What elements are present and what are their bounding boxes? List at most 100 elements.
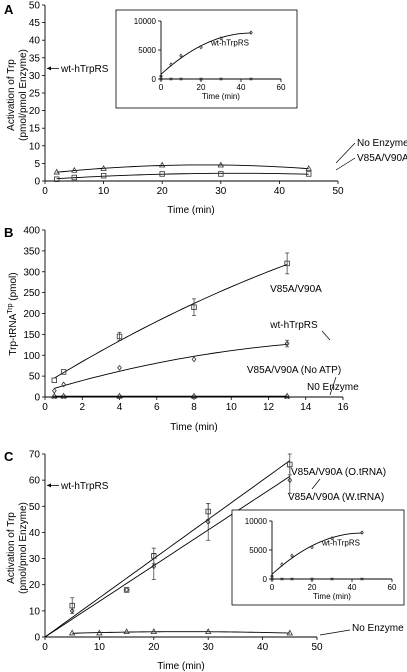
data-point [116, 333, 123, 340]
y-tick-label: 0 [34, 177, 40, 188]
y-tick-label: 5000 [249, 546, 267, 555]
data-point [280, 562, 284, 567]
offscale-label: wt-hTrpRS [60, 64, 109, 75]
series-line [271, 532, 363, 575]
x-tick-label: 16 [337, 402, 349, 413]
data-point [330, 577, 334, 581]
data-point [249, 30, 253, 35]
y-axis-label-line: (pmol/pmol Enzyme) [18, 502, 29, 594]
x-tick-label: 40 [348, 583, 357, 592]
data-point [280, 577, 284, 581]
data-point [191, 356, 197, 363]
series-label-wt: wt-hTrpRS [269, 320, 318, 331]
series-label-w-trna: V85A/V90A (W.tRNA) [288, 492, 384, 503]
inset-frame [115, 9, 298, 109]
inset-frame [231, 509, 405, 606]
label-leader [321, 330, 331, 341]
y-axis-label-line: Activation of Trp [6, 512, 17, 584]
x-tick-label: 20 [197, 83, 206, 92]
data-point [287, 477, 293, 484]
x-tick-label: 10 [94, 642, 106, 653]
data-point [100, 173, 107, 179]
series-line [54, 343, 288, 389]
data-point [159, 73, 163, 79]
panel-label-c: C [4, 449, 14, 464]
data-point [54, 176, 60, 182]
y-tick-label: 0 [34, 393, 40, 404]
data-point [68, 629, 76, 636]
y-tick-label: 10 [29, 141, 41, 152]
data-point [330, 536, 334, 541]
data-point [249, 77, 253, 81]
inset-x-label: Time (min) [202, 92, 240, 101]
data-point [305, 165, 312, 171]
y-tick-label: 15 [29, 124, 41, 135]
y-axis-label-line: (pmol/pmol Enzyme) [18, 49, 29, 141]
series-label-no-enzyme: No Enzyme [352, 623, 404, 634]
y-tick-label: 25 [29, 89, 41, 100]
y-axis-label-sup: Trp [7, 303, 14, 313]
offscale-label: wt-hTrpRS [60, 481, 109, 492]
data-point [219, 36, 223, 41]
x-tick-label: 60 [277, 83, 286, 92]
y-tick-label: 30 [29, 554, 41, 565]
x-tick-label: 30 [215, 186, 227, 197]
panel-c: C 0 10 20 30 40 50 0 10 20 30 40 50 60 70 Time (min) Act… [4, 449, 405, 672]
y-tick-label: 40 [29, 528, 41, 539]
y-tick-label: 70 [29, 450, 41, 461]
data-point [290, 577, 294, 581]
y-tick-label: 50 [29, 1, 41, 12]
x-tick-label: 4 [117, 402, 123, 413]
data-point [96, 629, 103, 636]
data-point [286, 629, 294, 636]
data-point [60, 369, 67, 375]
y-axis-label-line: Activation of Trp [6, 59, 17, 131]
label-leader [335, 142, 356, 164]
series-line [56, 172, 309, 180]
data-point [204, 628, 212, 635]
y-tick-label: 20 [29, 580, 41, 591]
panel-a: A 0 10 20 30 40 50 0 5 10 15 20 25 30 35 40 45 50 Time (mi… [4, 1, 407, 217]
x-tick-label: 2 [79, 402, 85, 413]
y-tick-label: 30 [29, 71, 41, 82]
data-point [179, 77, 183, 81]
x-tick-label: 50 [311, 642, 323, 653]
data-point [151, 563, 157, 570]
x-tick-label: 0 [42, 642, 48, 653]
data-point [310, 544, 314, 550]
x-tick-label: 30 [203, 642, 215, 653]
y-tick-label: 350 [23, 246, 40, 257]
x-tick-label: 40 [237, 83, 246, 92]
data-point [51, 377, 58, 383]
series-label-no-atp: V85A/V90A (No ATP) [247, 365, 341, 376]
data-point [205, 519, 211, 525]
data-point [218, 171, 224, 177]
y-tick-label: 150 [23, 330, 40, 341]
y-tick-label: 0 [152, 75, 157, 84]
data-point [191, 394, 197, 400]
x-tick-label: 20 [148, 642, 160, 653]
data-point [61, 394, 66, 400]
x-tick-label: 0 [270, 583, 275, 592]
y-tick-label: 60 [29, 476, 41, 487]
y-tick-label: 10000 [245, 517, 268, 526]
inset-x-label: Time (min) [313, 592, 351, 601]
x-tick-label: 0 [42, 186, 48, 197]
series-label-o-trna: V85A/V90A (O.tRNA) [291, 467, 386, 478]
y-tick-label: 50 [29, 502, 41, 513]
data-point [310, 577, 314, 581]
panel-b: B 0 2 4 6 8 10 12 14 16 0 50 100 150 200 250 300 350 400 Ti… [4, 225, 359, 433]
series-line [44, 460, 291, 638]
data-point [179, 53, 183, 59]
x-tick-label: 20 [157, 186, 169, 197]
x-tick-label: 0 [42, 402, 48, 413]
x-axis-label: Time (min) [167, 205, 214, 216]
x-tick-label: 6 [154, 402, 160, 413]
data-point [159, 171, 165, 177]
data-point [270, 573, 274, 579]
y-tick-label: 10000 [134, 17, 157, 26]
data-point [51, 387, 57, 394]
y-tick-label: 10 [29, 606, 41, 617]
label-leader [335, 157, 356, 171]
data-point [158, 161, 166, 168]
